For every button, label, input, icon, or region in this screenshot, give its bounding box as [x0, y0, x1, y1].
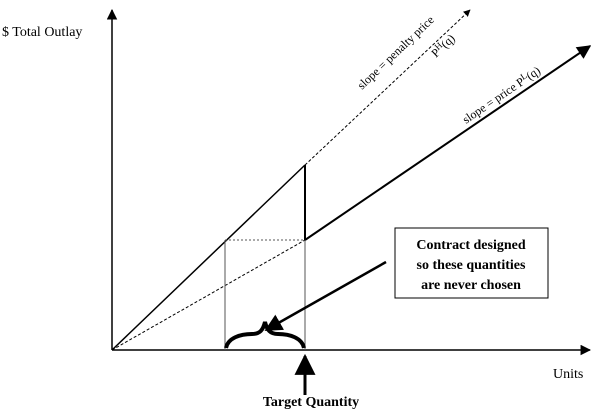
penalty-extension [304, 9, 471, 166]
price-slope-label: slope = price PL(q) [459, 63, 543, 127]
note-line: Contract designed [416, 238, 525, 253]
note-box [394, 227, 549, 299]
y-axis-label: $ Total Outlay [2, 25, 82, 40]
target-label: Target Quantity [263, 395, 359, 410]
note-line: so these quantities [417, 258, 526, 273]
note-arrow [264, 260, 387, 332]
penalty-segment [111, 164, 306, 351]
penalty-curve-label: PH(q) [428, 31, 458, 61]
price-extension [111, 239, 306, 351]
penalty-slope-label: slope = penalty price [354, 13, 436, 92]
x-axis-label: Units [553, 367, 583, 382]
note-line: are never chosen [421, 278, 521, 293]
price-line [304, 45, 592, 241]
brace [224, 321, 306, 349]
